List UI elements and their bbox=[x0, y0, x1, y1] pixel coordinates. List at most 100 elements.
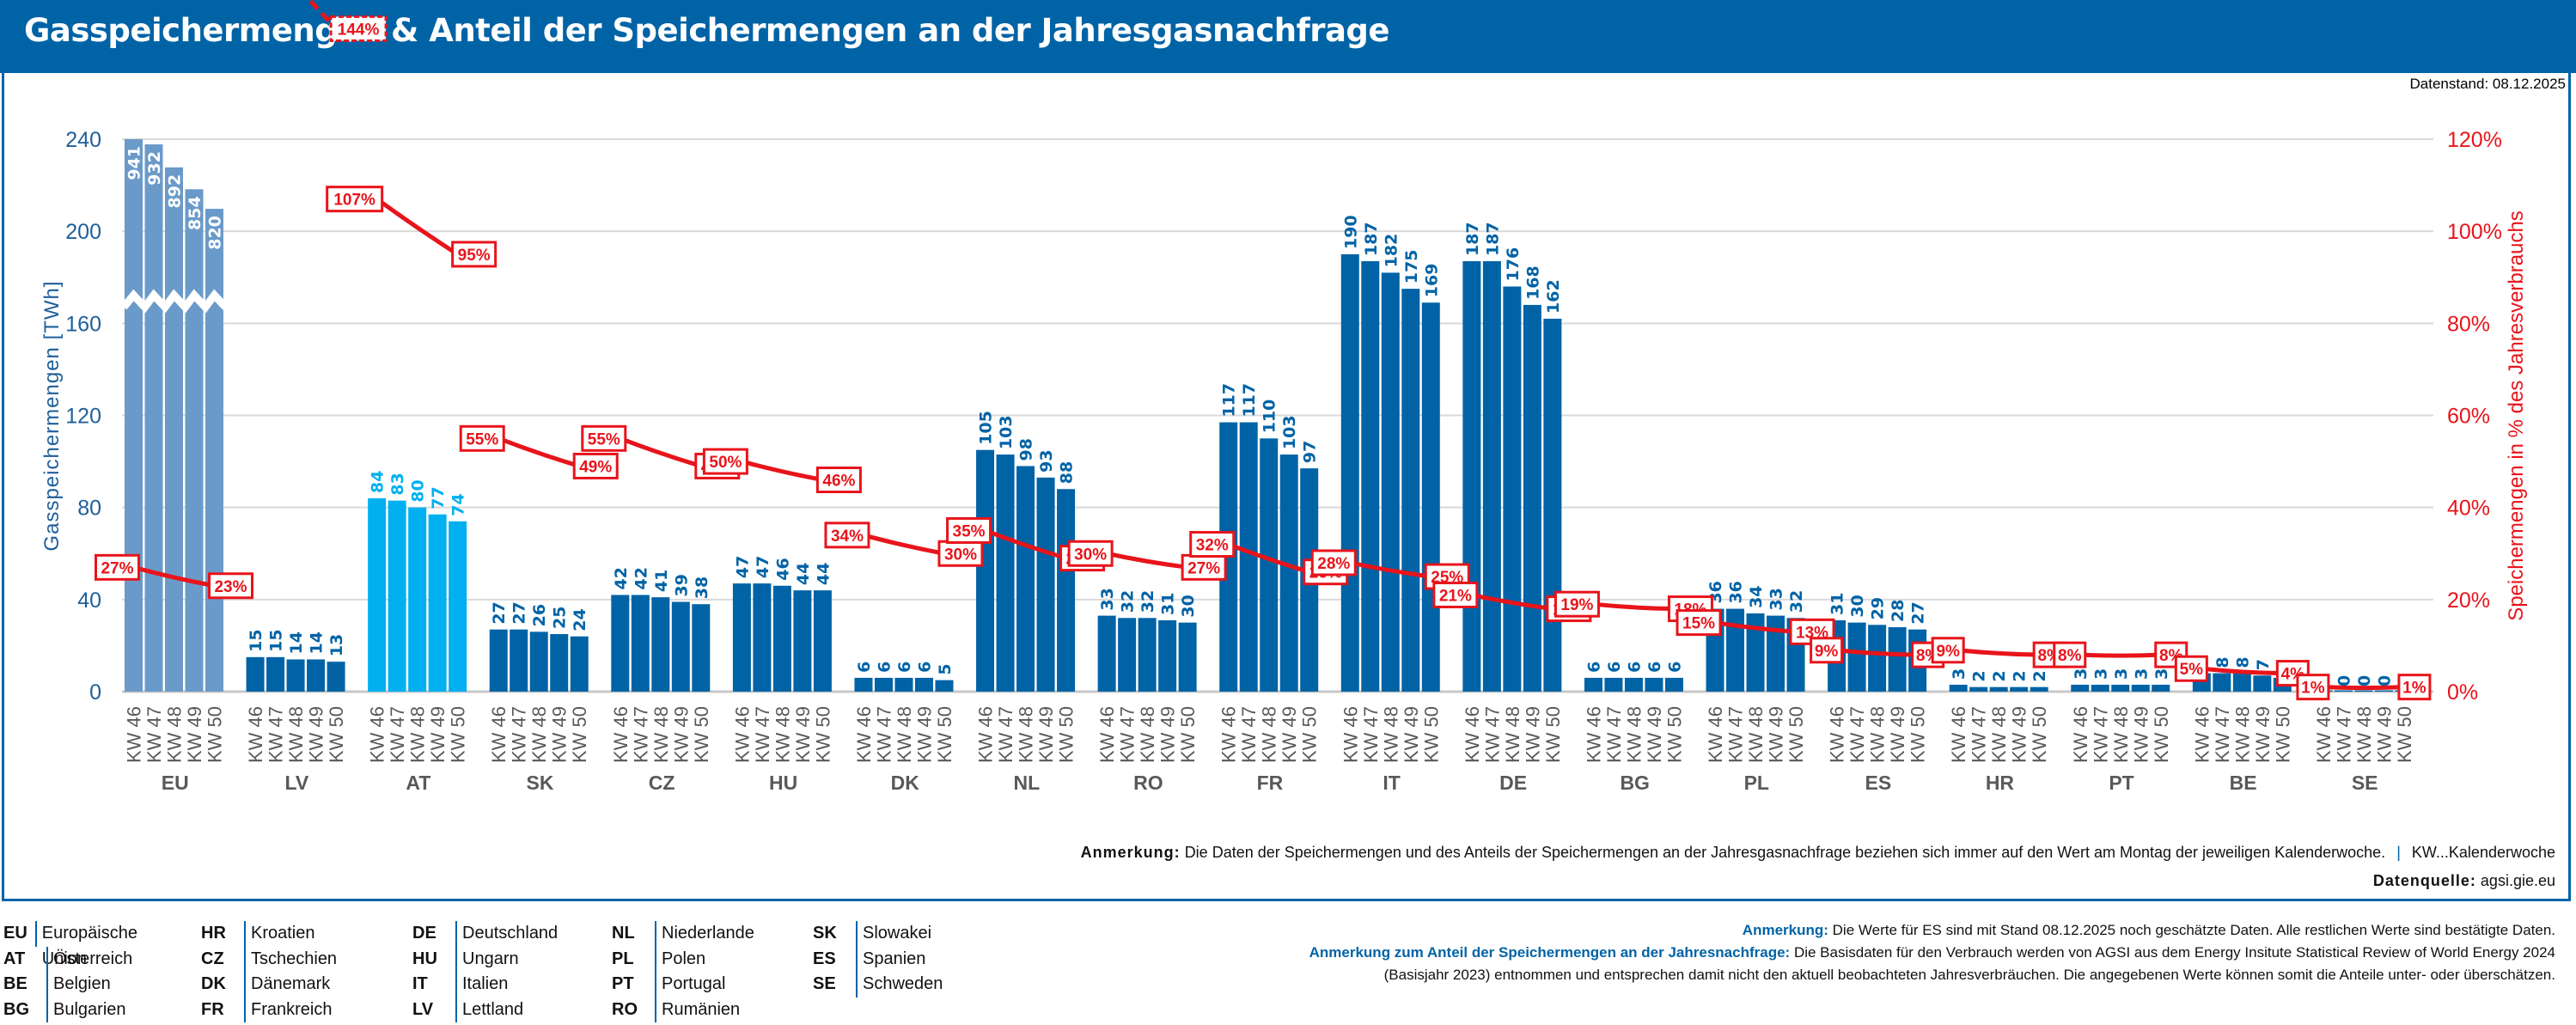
week-label: KW 48 bbox=[2353, 706, 2375, 763]
bar-value-label: 27 bbox=[490, 601, 509, 624]
share-line-it bbox=[1349, 560, 1431, 579]
bar-ro-49 bbox=[1158, 619, 1177, 692]
week-label: KW 48 bbox=[407, 706, 429, 763]
country-label-nl: NL bbox=[1013, 772, 1040, 794]
bar-value-label: 14 bbox=[308, 631, 327, 654]
bottom-notes: Anmerkung: Die Werte für ES sind mit Sta… bbox=[1129, 919, 2555, 986]
bar-value-label: 105 bbox=[977, 411, 996, 445]
week-label: KW 47 bbox=[2212, 706, 2233, 763]
legend-code: FR bbox=[201, 999, 224, 1019]
bar-value-label: 88 bbox=[1058, 461, 1077, 484]
week-label: KW 48 bbox=[1016, 706, 1037, 763]
bar-bg-47 bbox=[1604, 677, 1623, 692]
share-label-end: 23% bbox=[214, 578, 247, 596]
week-label: KW 47 bbox=[1847, 706, 1868, 763]
bar-cz-47 bbox=[631, 595, 650, 692]
bar-nl-49 bbox=[1036, 477, 1055, 692]
bar-be-49 bbox=[2253, 675, 2272, 692]
week-label: KW 50 bbox=[1056, 706, 1077, 763]
share-label-box bbox=[581, 424, 627, 452]
week-label: KW 47 bbox=[752, 706, 773, 763]
legend-column: SK Slowakei ES Spanien SE Schweden bbox=[813, 921, 943, 998]
bar-value-label: 42 bbox=[632, 567, 650, 589]
week-label: KW 46 bbox=[1096, 706, 1118, 763]
bar-at-47 bbox=[388, 500, 406, 692]
legend-code: BG bbox=[3, 999, 29, 1019]
bar-dk-47 bbox=[874, 677, 893, 692]
bar-be-48 bbox=[2232, 673, 2251, 692]
bar-value-label: 77 bbox=[429, 486, 448, 509]
share-label-box bbox=[2174, 655, 2208, 682]
bar-value-label: 44 bbox=[794, 563, 813, 585]
bar-value-label: 47 bbox=[733, 556, 752, 578]
share-label-box bbox=[1432, 581, 1479, 608]
week-label: KW 50 bbox=[1785, 706, 1807, 763]
bar-value-label: 34 bbox=[1747, 585, 1766, 607]
legend-name: Europäische Union bbox=[34, 921, 149, 968]
bar-es-48 bbox=[1868, 625, 1887, 692]
week-label: KW 50 bbox=[2029, 706, 2050, 763]
bar-value-label: 3 bbox=[1950, 668, 1969, 680]
legend-item: IT Italien bbox=[412, 972, 558, 998]
country-label-hu: HU bbox=[769, 772, 797, 794]
bar-value-label: 31 bbox=[1828, 592, 1847, 614]
data-source-link[interactable]: agsi.gie.eu bbox=[2480, 872, 2555, 889]
share-label-end: 1% bbox=[2402, 680, 2426, 698]
country-label-dk: DK bbox=[891, 772, 920, 794]
bar-lv-49 bbox=[307, 659, 326, 692]
week-label: KW 46 bbox=[488, 706, 510, 763]
bar-value-label: 27 bbox=[1909, 601, 1928, 624]
bar-it-46 bbox=[1340, 253, 1359, 692]
bar-value-label: 6 bbox=[1645, 662, 1664, 673]
bar-value-label: 24 bbox=[571, 608, 589, 631]
bar-value-label: 27 bbox=[510, 601, 529, 624]
share-line-ro bbox=[1106, 551, 1188, 570]
share-label-box bbox=[329, 15, 388, 42]
bar-lv-47 bbox=[266, 656, 285, 692]
y2-tick-label: 80% bbox=[2447, 312, 2490, 336]
y-tick-label: 80 bbox=[77, 497, 101, 521]
week-label: KW 50 bbox=[448, 706, 469, 763]
bar-value-label: 74 bbox=[449, 493, 468, 516]
bar-value-label: 46 bbox=[773, 558, 792, 580]
bar-hr-48 bbox=[1989, 686, 2008, 692]
bar-value-label: 44 bbox=[814, 563, 833, 585]
share-label-box bbox=[702, 448, 748, 475]
week-label: KW 49 bbox=[1522, 706, 1543, 763]
bar-se-48 bbox=[2354, 690, 2373, 692]
bar-value-label: 941 bbox=[125, 146, 144, 180]
legend-code: PT bbox=[612, 974, 634, 994]
week-label: KW 50 bbox=[1663, 706, 1685, 763]
week-label: KW 49 bbox=[1401, 706, 1422, 763]
week-label: KW 49 bbox=[1035, 706, 1057, 763]
bar-it-48 bbox=[1381, 272, 1400, 692]
share-line-bg bbox=[1593, 601, 1675, 612]
week-label: KW 49 bbox=[2373, 706, 2395, 763]
share-label-box bbox=[459, 424, 505, 452]
week-label: KW 49 bbox=[2009, 706, 2030, 763]
bar-de-49 bbox=[1523, 304, 1541, 692]
share-label-start: 15% bbox=[1682, 615, 1715, 633]
bar-value-label: 25 bbox=[551, 607, 570, 629]
bar-cz-46 bbox=[611, 595, 630, 692]
bar-pl-49 bbox=[1767, 615, 1785, 692]
bar-value-label: 6 bbox=[895, 662, 914, 673]
week-label: KW 49 bbox=[427, 706, 449, 763]
legend-item: RO Rumänien bbox=[612, 997, 754, 1022]
bar-lv-48 bbox=[286, 659, 305, 692]
legend-code: AT bbox=[3, 949, 26, 968]
week-label: KW 47 bbox=[630, 706, 651, 763]
bar-eu-46 bbox=[125, 139, 143, 692]
kw-note-label: Anmerkung: bbox=[1080, 844, 1181, 861]
bar-hr-46 bbox=[1949, 684, 1968, 692]
legend-code: BE bbox=[3, 974, 27, 994]
bar-value-label: 820 bbox=[206, 216, 225, 250]
bar-value-label: 84 bbox=[369, 470, 388, 492]
legend-item: ES Spanien bbox=[813, 946, 943, 972]
country-label-es: ES bbox=[1865, 772, 1892, 794]
bar-value-label: 176 bbox=[1504, 247, 1523, 282]
bar-nl-47 bbox=[996, 455, 1015, 692]
legend-name: Portugal bbox=[655, 972, 726, 998]
share-line-lv bbox=[306, 0, 338, 31]
legend-code: IT bbox=[412, 974, 428, 994]
